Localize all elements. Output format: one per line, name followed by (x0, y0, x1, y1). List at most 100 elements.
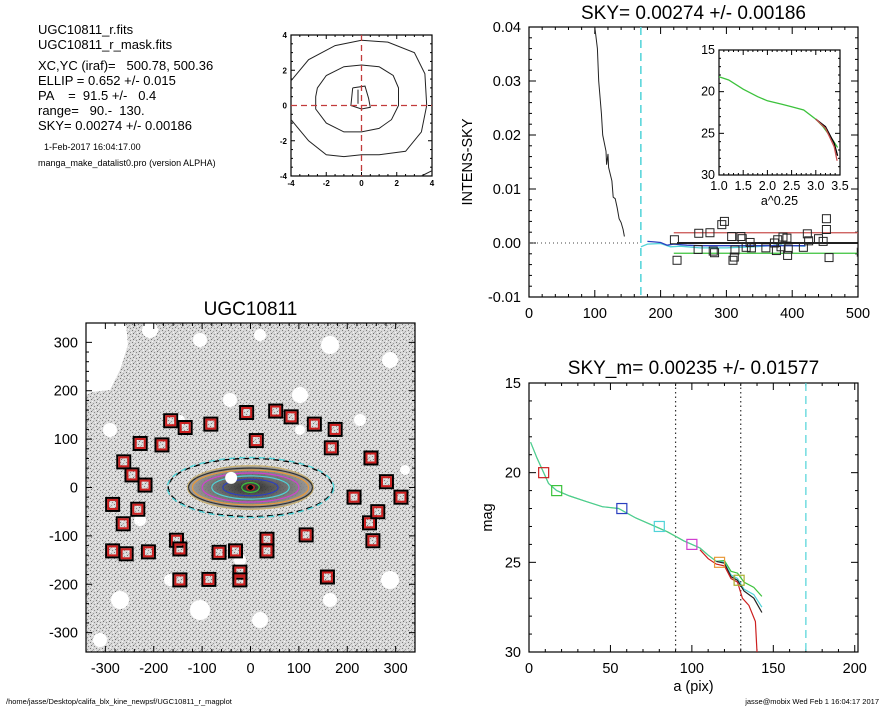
y-tick-label: -300 (49, 626, 78, 642)
y-tick-label: -200 (49, 577, 78, 593)
sky-box-outer (232, 564, 248, 580)
x-tick-label: 150 (761, 661, 785, 677)
mag-marker (538, 467, 550, 479)
sky-box-outer (154, 437, 170, 453)
info-ellip: ELLIP = 0.652 +/- 0.015 (38, 73, 176, 88)
masked-star (223, 393, 237, 407)
masked-star (252, 612, 268, 628)
x-tick-label: 300 (714, 306, 738, 322)
x-tick-label: 3.5 (831, 179, 848, 193)
y-tick-label: 0 (70, 481, 78, 497)
x-tick-label: 3.0 (807, 179, 824, 193)
corner-contour (421, 170, 433, 177)
x-tick-label: 2 (395, 179, 400, 188)
masked-star (292, 387, 308, 403)
sky-box (179, 422, 191, 434)
sky-box-outer (378, 474, 394, 490)
isophote-ellipse-isophote-6 (191, 469, 310, 506)
mag-plot-ylabel: mag (480, 503, 496, 531)
info-timestamp: 1-Feb-2017 16:04:17.00 (44, 142, 141, 152)
info-image-file: UGC10811_r.fits (38, 22, 134, 37)
sky-sample-point (745, 237, 755, 247)
inset-background (719, 50, 840, 175)
y-tick-label: 300 (54, 335, 78, 351)
sky-box (395, 491, 407, 503)
sky-box (234, 566, 246, 578)
sky-box (139, 479, 151, 491)
inset-profile-frame (718, 49, 841, 176)
y-tick-label: 100 (54, 432, 78, 448)
sky-box (174, 543, 186, 555)
sky-box-outer (239, 405, 255, 421)
y-tick-label: 25 (701, 126, 715, 140)
sky-box (285, 411, 297, 423)
info-pa: PA = 91.5 +/- 0.4 (38, 88, 157, 103)
sky-sample-point (672, 255, 682, 265)
sky-box (174, 574, 186, 586)
inset-black-line (815, 118, 839, 156)
info-center: XC,YC (iraf)= 500.78, 500.36 (38, 58, 214, 73)
sky-box-outer (116, 454, 132, 470)
isophote-ellipse-isophote-3 (222, 478, 279, 497)
isophote-ellipse-isophote-4 (211, 475, 290, 500)
sky-box (118, 456, 130, 468)
masked-region (86, 323, 128, 395)
x-tick-label: -200 (139, 661, 168, 677)
x-tick-label: 0 (525, 661, 533, 677)
sky-box-outer (163, 413, 179, 429)
masked-star (382, 352, 398, 368)
sky-sample-point (798, 242, 808, 252)
galaxy-image-data (86, 323, 415, 652)
isophote-ellipse-isophote-5 (201, 472, 300, 503)
sky-box (132, 503, 144, 515)
galaxy-center (248, 485, 253, 490)
magnitude-profile-axes: 0 50 100 150 200 15 20 25 30 SKY_m= 0.00235 +/- 0… (480, 358, 867, 695)
x-tick-label: 2.0 (759, 179, 776, 193)
x-tick-label: 200 (648, 306, 672, 322)
inset-red-line (815, 118, 838, 161)
sky-box-outer (393, 489, 409, 505)
y-tick-label: 20 (701, 85, 715, 99)
sky-box-outer (140, 544, 156, 560)
sky-box-outer (232, 572, 248, 588)
x-tick-label: 300 (384, 661, 408, 677)
sky-box (234, 574, 246, 586)
sky-box-outer (363, 450, 379, 466)
sky-profile-axes: 0 100 200 300 400 500 -0.01 0.00 0.01 0.02 0.03 0.0… (460, 3, 870, 322)
sky-box-outer (362, 515, 378, 531)
sky-box-outer (137, 477, 153, 493)
sky-box (134, 437, 146, 449)
masked-star (225, 471, 238, 484)
sky-box (372, 506, 384, 518)
sky-box (380, 476, 392, 488)
sky-box (270, 405, 282, 417)
sky-sample-point (804, 236, 814, 246)
center-contour-axes: -4 -2 0 2 4 -4 -2 0 2 4 (280, 31, 435, 188)
isophote-ellipse-outer-dashed-cyan (166, 456, 335, 519)
x-tick-label: -2 (323, 179, 331, 188)
y-tick-label: 0.04 (493, 20, 521, 36)
isophote-ellipse-isophote-7 (187, 467, 314, 508)
masked-star (93, 633, 107, 647)
mag-marker (686, 538, 698, 551)
y-tick-label: 20 (505, 466, 521, 482)
y-tick-label: 15 (701, 43, 715, 57)
sky-box (308, 418, 320, 430)
sky-sample-point (802, 229, 812, 239)
mag-red-tail-line (699, 549, 758, 652)
sky-box (261, 545, 273, 557)
sky-box (300, 529, 312, 541)
sky-box-outer (228, 543, 244, 559)
contour-middle (315, 64, 399, 133)
sky-box (120, 548, 132, 560)
masked-star (103, 423, 117, 437)
x-tick-label: -100 (188, 661, 217, 677)
contour-outer (290, 39, 428, 158)
sky-box (107, 498, 119, 510)
masked-star (323, 593, 337, 607)
sky-box-outer (172, 572, 188, 588)
footer-path: /home/jasse/Desktop/califa_blx_kine_newp… (6, 697, 232, 706)
y-tick-label: -0.01 (488, 290, 521, 306)
y-tick-label: 2 (283, 66, 288, 75)
